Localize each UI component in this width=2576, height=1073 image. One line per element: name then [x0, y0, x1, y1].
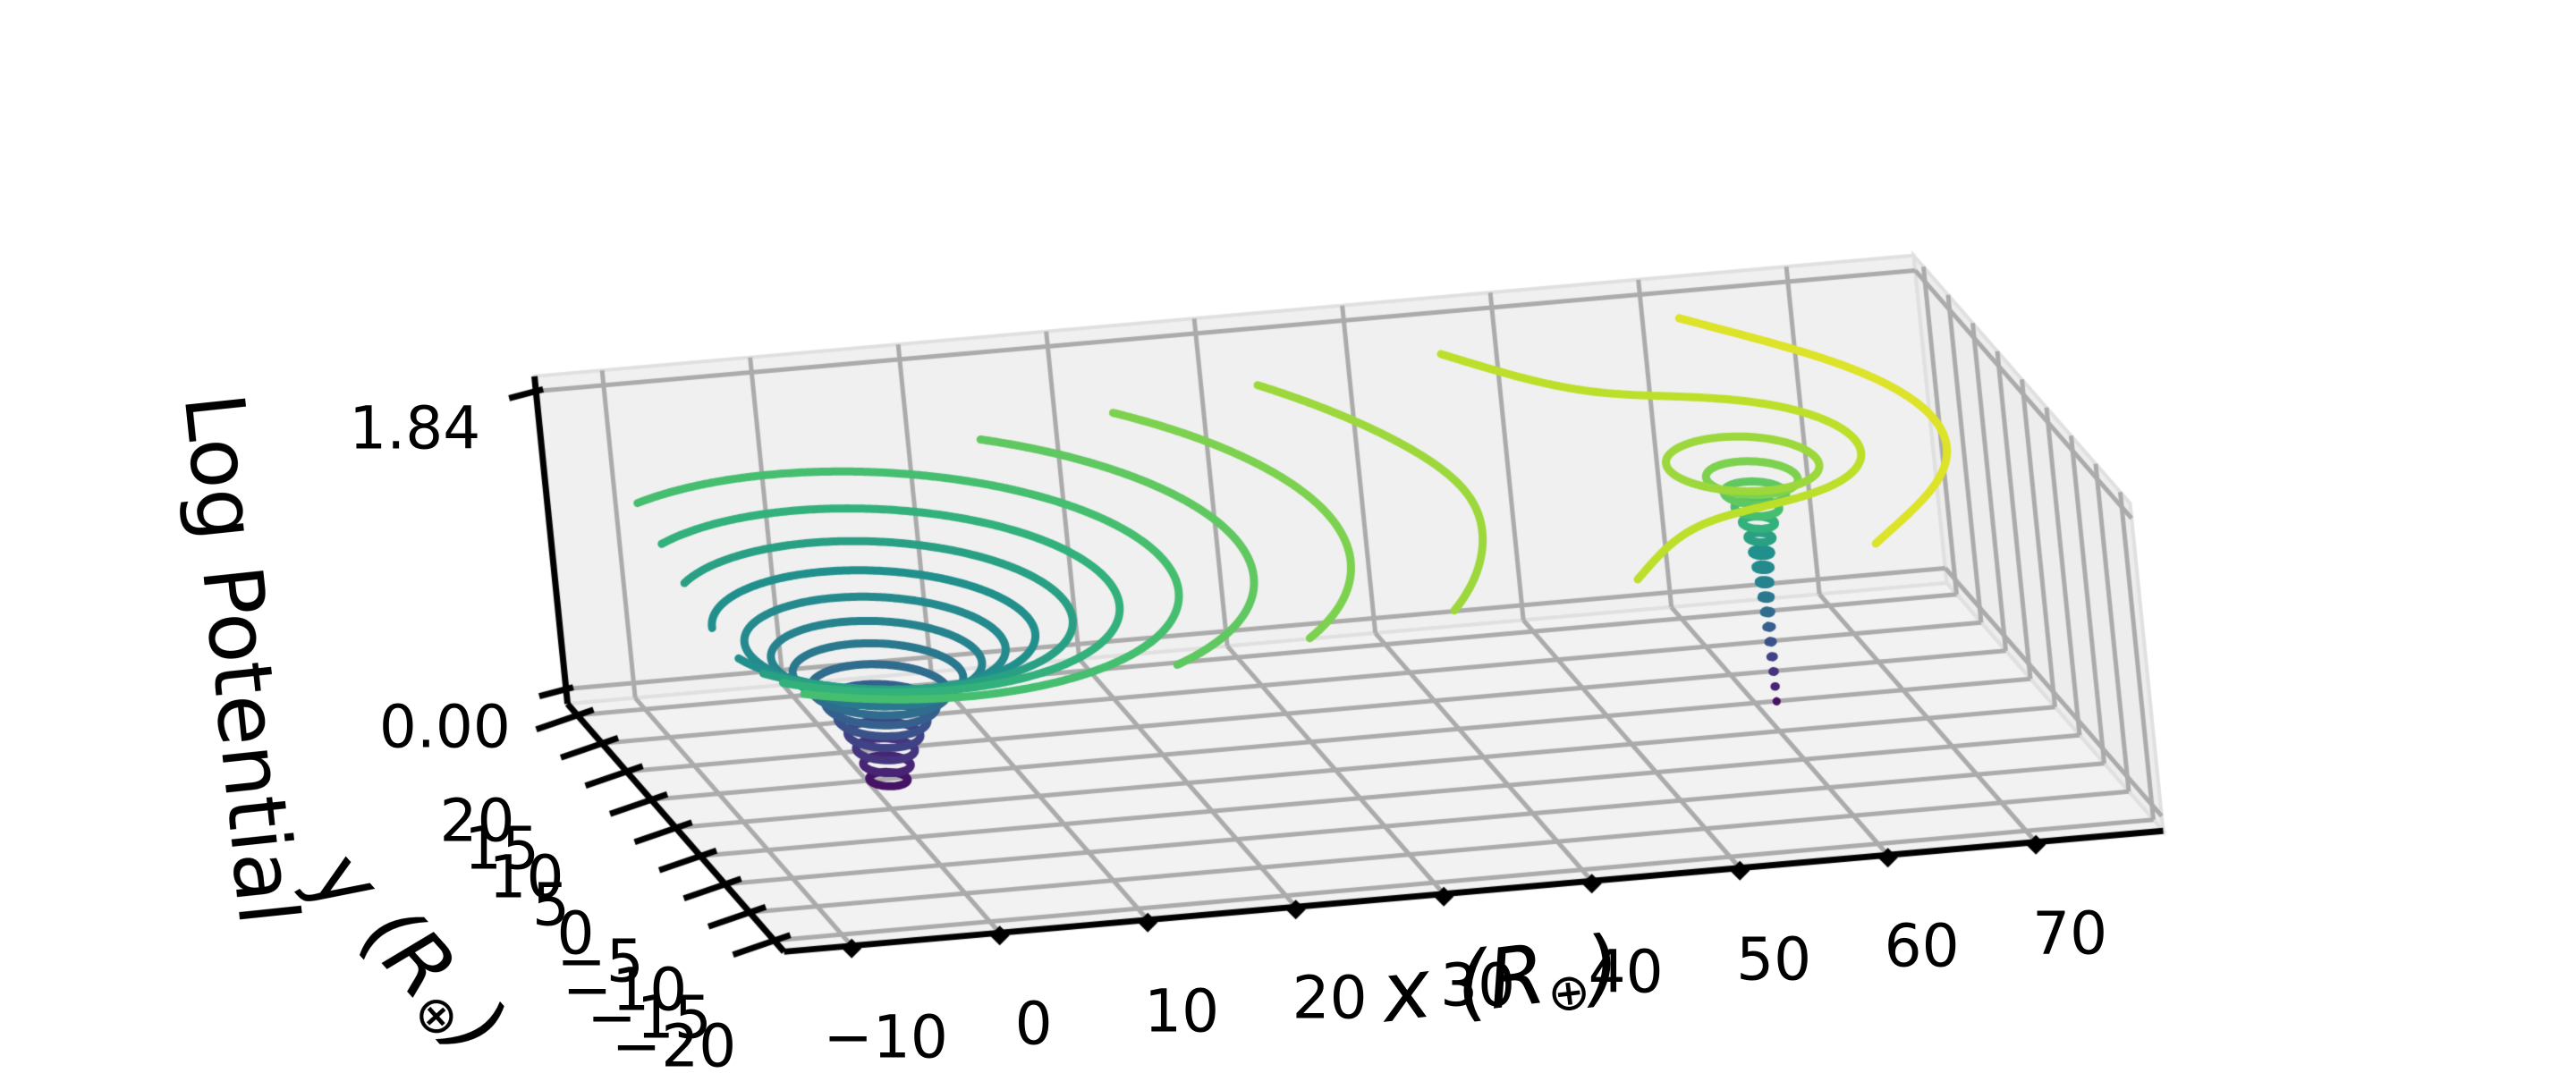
z-tick-label: 1.84: [349, 393, 481, 463]
y-tick-label: −5: [556, 926, 644, 996]
x-tick-label: 50: [1736, 925, 1812, 994]
x-tick-label: 0: [1014, 989, 1053, 1059]
x-tick-label: 20: [1292, 963, 1368, 1033]
y-tick-label: 0: [556, 899, 595, 968]
y-tick-label: 20: [439, 786, 515, 856]
x-axis-label-text: x (R: [1376, 925, 1551, 1042]
x-tick-label: 30: [1440, 950, 1516, 1020]
x-tick-label: 60: [1884, 911, 1960, 981]
x-tick-label: −10: [823, 1002, 948, 1072]
y-tick-label: 5: [532, 870, 571, 940]
x-tick-label: 70: [2032, 899, 2108, 968]
x-tick-label: 40: [1588, 937, 1664, 1007]
x-tick-label: 10: [1144, 976, 1220, 1046]
y-tick-label: −20: [611, 1011, 737, 1073]
y-tick-label: 15: [464, 814, 540, 883]
y-tick-label: 10: [488, 842, 564, 912]
y-tick-label: −10: [562, 955, 688, 1025]
y-tick-label: −15: [587, 983, 712, 1052]
z-tick-label: 0.00: [378, 692, 511, 762]
earth-symbol-icon: ⊕: [1543, 960, 1594, 1025]
